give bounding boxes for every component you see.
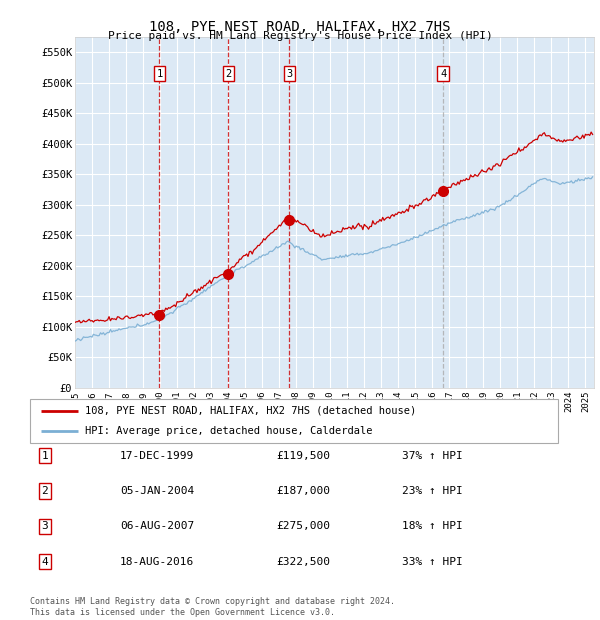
Text: 06-AUG-2007: 06-AUG-2007	[120, 521, 194, 531]
Text: 2: 2	[41, 486, 49, 496]
Text: 18-AUG-2016: 18-AUG-2016	[120, 557, 194, 567]
Text: 4: 4	[440, 69, 446, 79]
Text: 17-DEC-1999: 17-DEC-1999	[120, 451, 194, 461]
Text: Contains HM Land Registry data © Crown copyright and database right 2024.
This d: Contains HM Land Registry data © Crown c…	[30, 598, 395, 617]
Text: 33% ↑ HPI: 33% ↑ HPI	[402, 557, 463, 567]
Text: HPI: Average price, detached house, Calderdale: HPI: Average price, detached house, Cald…	[85, 426, 373, 436]
Text: 3: 3	[41, 521, 49, 531]
Text: 4: 4	[41, 557, 49, 567]
Text: £187,000: £187,000	[276, 486, 330, 496]
Text: 108, PYE NEST ROAD, HALIFAX, HX2 7HS (detached house): 108, PYE NEST ROAD, HALIFAX, HX2 7HS (de…	[85, 405, 416, 416]
Text: 37% ↑ HPI: 37% ↑ HPI	[402, 451, 463, 461]
Text: Price paid vs. HM Land Registry's House Price Index (HPI): Price paid vs. HM Land Registry's House …	[107, 31, 493, 41]
Text: 05-JAN-2004: 05-JAN-2004	[120, 486, 194, 496]
Text: 2: 2	[226, 69, 232, 79]
Text: 18% ↑ HPI: 18% ↑ HPI	[402, 521, 463, 531]
Text: £119,500: £119,500	[276, 451, 330, 461]
Text: 3: 3	[286, 69, 293, 79]
Text: £322,500: £322,500	[276, 557, 330, 567]
FancyBboxPatch shape	[30, 399, 558, 443]
Text: 108, PYE NEST ROAD, HALIFAX, HX2 7HS: 108, PYE NEST ROAD, HALIFAX, HX2 7HS	[149, 20, 451, 34]
Text: 23% ↑ HPI: 23% ↑ HPI	[402, 486, 463, 496]
Text: 1: 1	[41, 451, 49, 461]
Text: 1: 1	[156, 69, 163, 79]
Text: £275,000: £275,000	[276, 521, 330, 531]
